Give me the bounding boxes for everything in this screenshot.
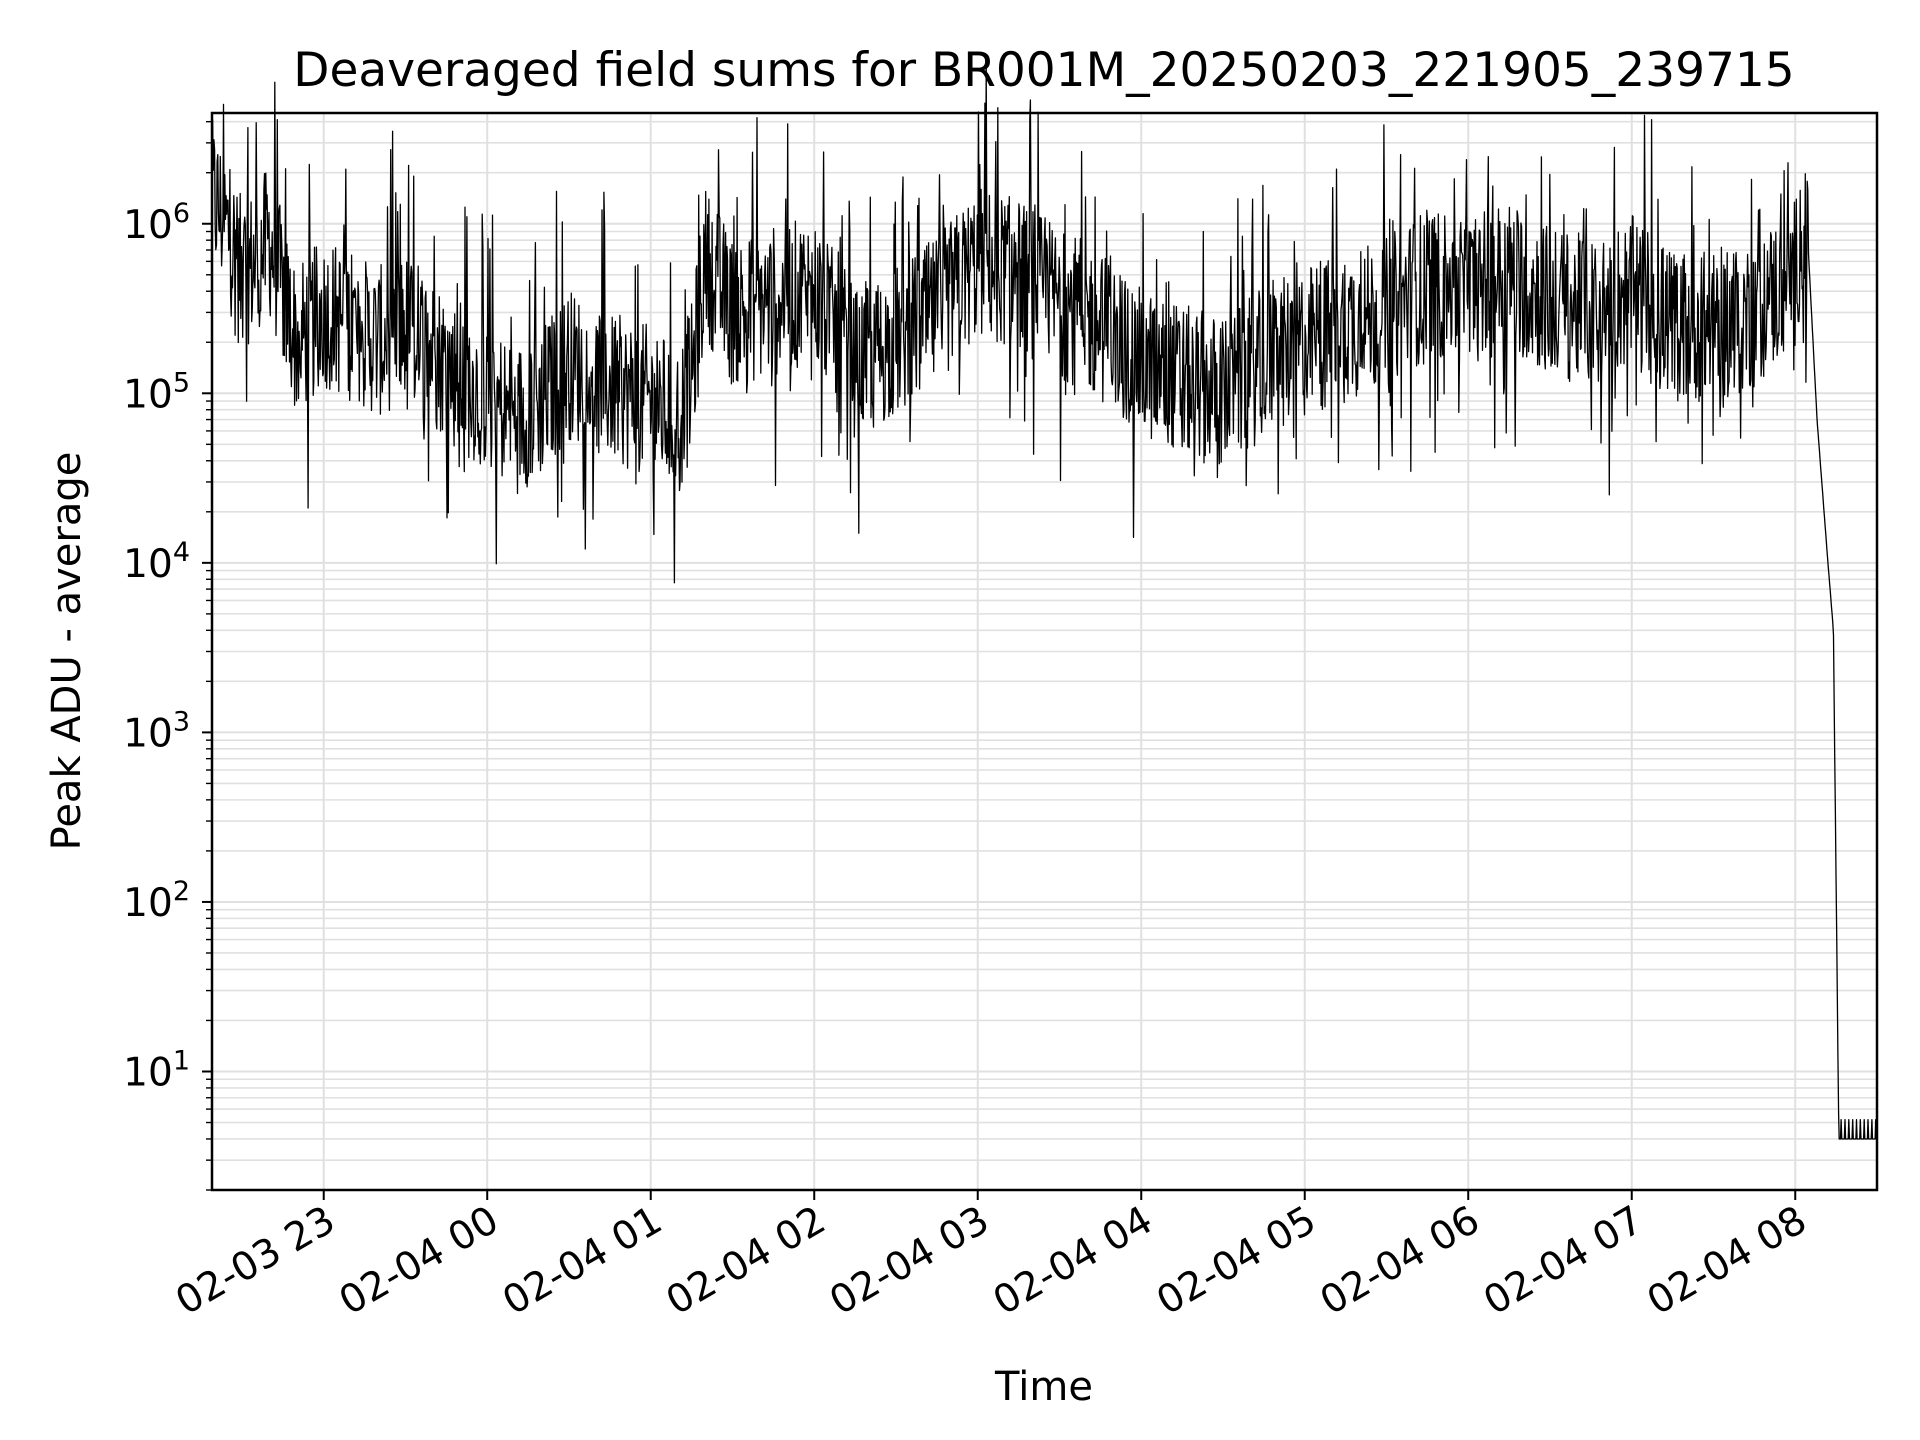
x-tick-label: 02-04 02 <box>659 1198 833 1325</box>
y-axis-label: Peak ADU - average <box>44 452 90 851</box>
x-tick-label: 02-04 04 <box>986 1198 1160 1325</box>
y-tick-label: 102 <box>123 876 190 926</box>
y-tick-label: 105 <box>123 367 190 417</box>
y-tick-label: 101 <box>123 1045 190 1095</box>
x-tick-label: 02-04 06 <box>1313 1198 1487 1325</box>
x-axis-label: Time <box>994 1364 1093 1410</box>
x-tick-label: 02-04 00 <box>332 1198 506 1325</box>
x-tick-label: 02-04 08 <box>1640 1198 1814 1325</box>
y-tick-label: 104 <box>123 537 190 587</box>
x-tick-label: 02-04 05 <box>1149 1198 1323 1325</box>
chart-title: Deaveraged field sums for BR001M_2025020… <box>293 43 1794 98</box>
data-layer <box>211 64 1878 1140</box>
series-line <box>211 64 1878 1140</box>
y-tick-label: 106 <box>123 198 190 248</box>
x-tick-label: 02-04 07 <box>1476 1198 1650 1325</box>
y-tick-label: 103 <box>123 706 190 756</box>
x-tick-label: 02-04 01 <box>495 1198 669 1325</box>
y-axis-ticks: 101 102 103 104 105 106 <box>123 120 212 1191</box>
x-tick-label: 02-04 03 <box>822 1198 996 1325</box>
x-tick-label: 02-03 23 <box>168 1198 342 1325</box>
